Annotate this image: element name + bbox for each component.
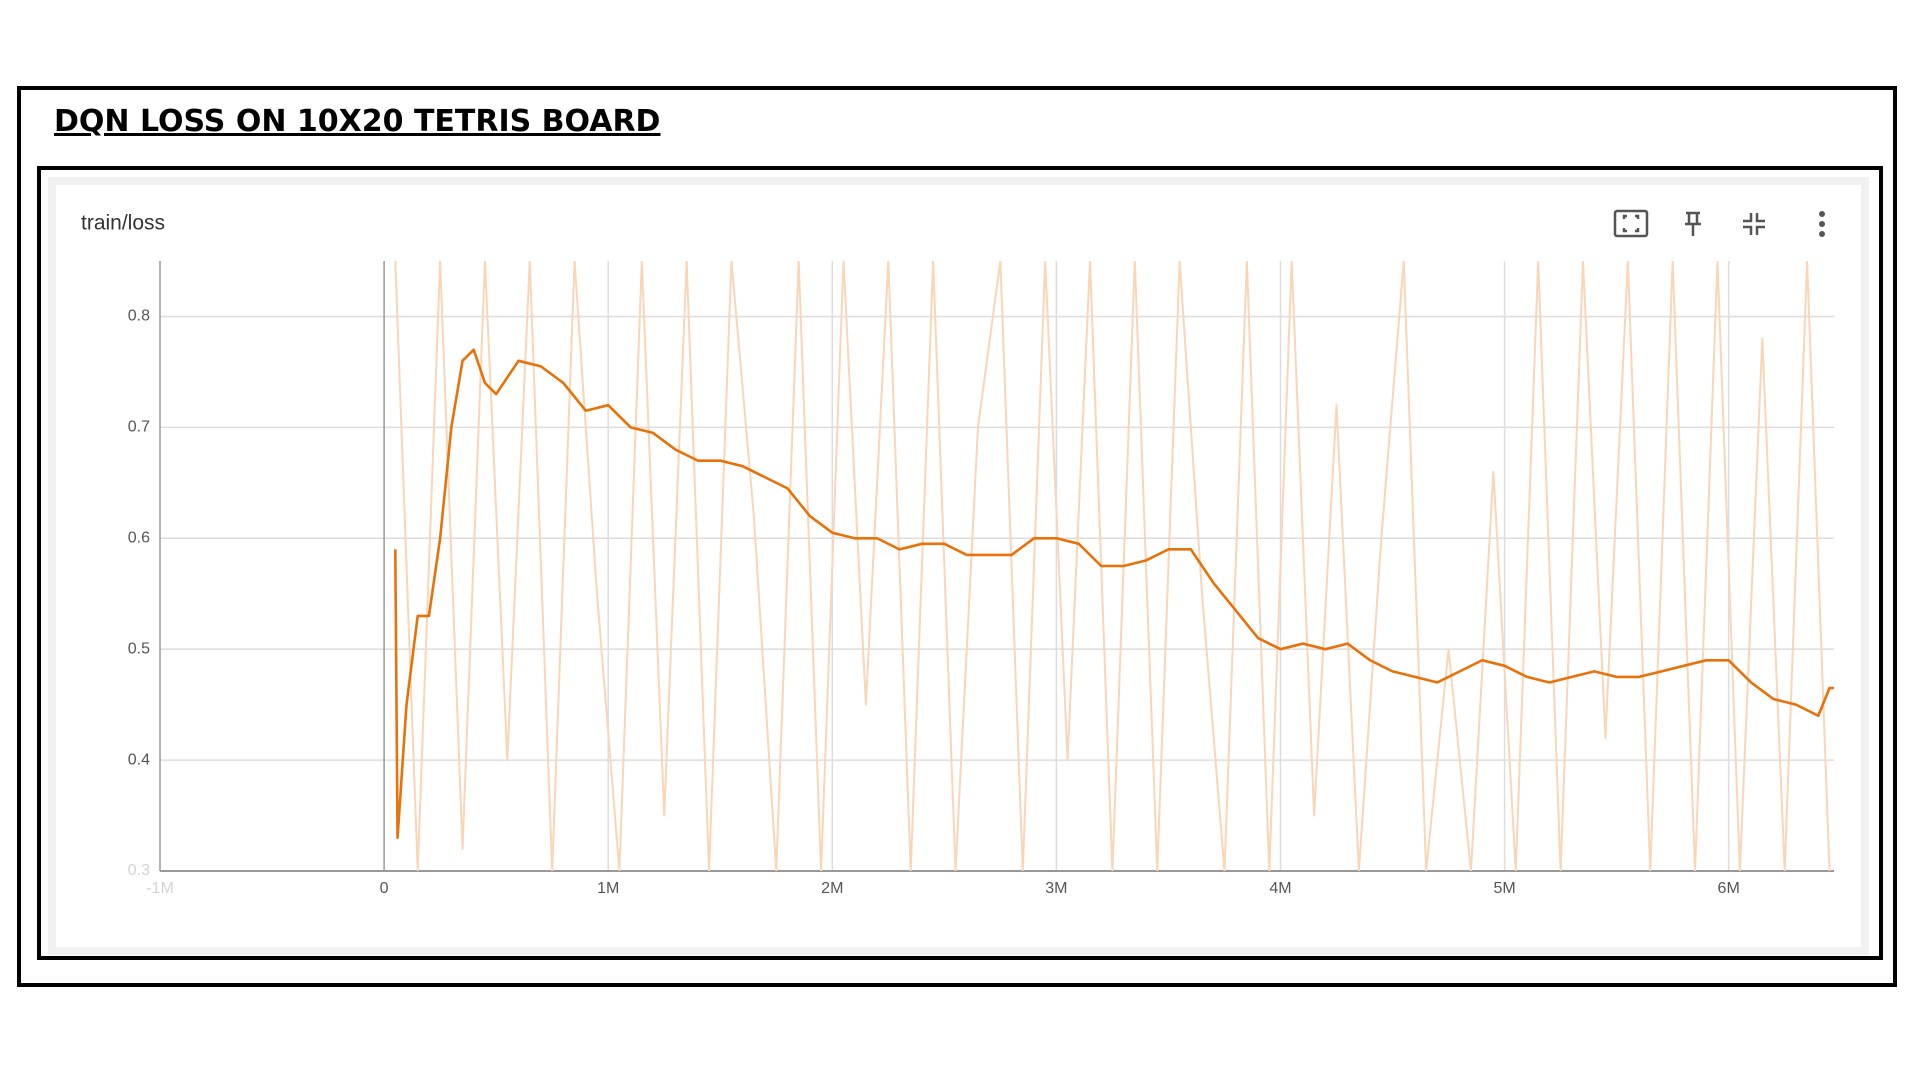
collapse-icon[interactable] — [1743, 213, 1765, 235]
y-tick-label: 0.3 — [128, 862, 150, 879]
x-tick-label: 3M — [1045, 880, 1067, 897]
loss-line — [394, 348, 1834, 840]
y-tick-label: 0.5 — [128, 640, 150, 657]
page-title: DQN LOSS ON 10X20 TETRIS BOARD — [54, 104, 661, 139]
toolbar — [1613, 209, 1825, 238]
outer-frame — [17, 86, 1897, 987]
pin-icon[interactable] — [1685, 211, 1701, 236]
fit-icon[interactable] — [1613, 209, 1649, 238]
chart-title: train/loss — [81, 212, 165, 235]
y-tick-label: 0.8 — [128, 308, 150, 325]
y-tick-label: 0.6 — [128, 529, 150, 546]
x-tick-label: 2M — [821, 880, 843, 897]
x-tick-label: 1M — [597, 880, 619, 897]
x-tick-label: 4M — [1269, 880, 1291, 897]
y-tick-label: 0.4 — [128, 751, 150, 768]
x-tick-label: 0 — [380, 880, 389, 897]
x-tick-label: 6M — [1718, 880, 1740, 897]
menu-icon[interactable] — [1819, 211, 1825, 237]
inner-frame — [37, 166, 1883, 960]
x-tick-label: -1M — [146, 880, 174, 897]
x-tick-label: 5M — [1493, 880, 1515, 897]
loss-line — [394, 261, 1831, 871]
y-tick-label: 0.7 — [128, 419, 150, 436]
